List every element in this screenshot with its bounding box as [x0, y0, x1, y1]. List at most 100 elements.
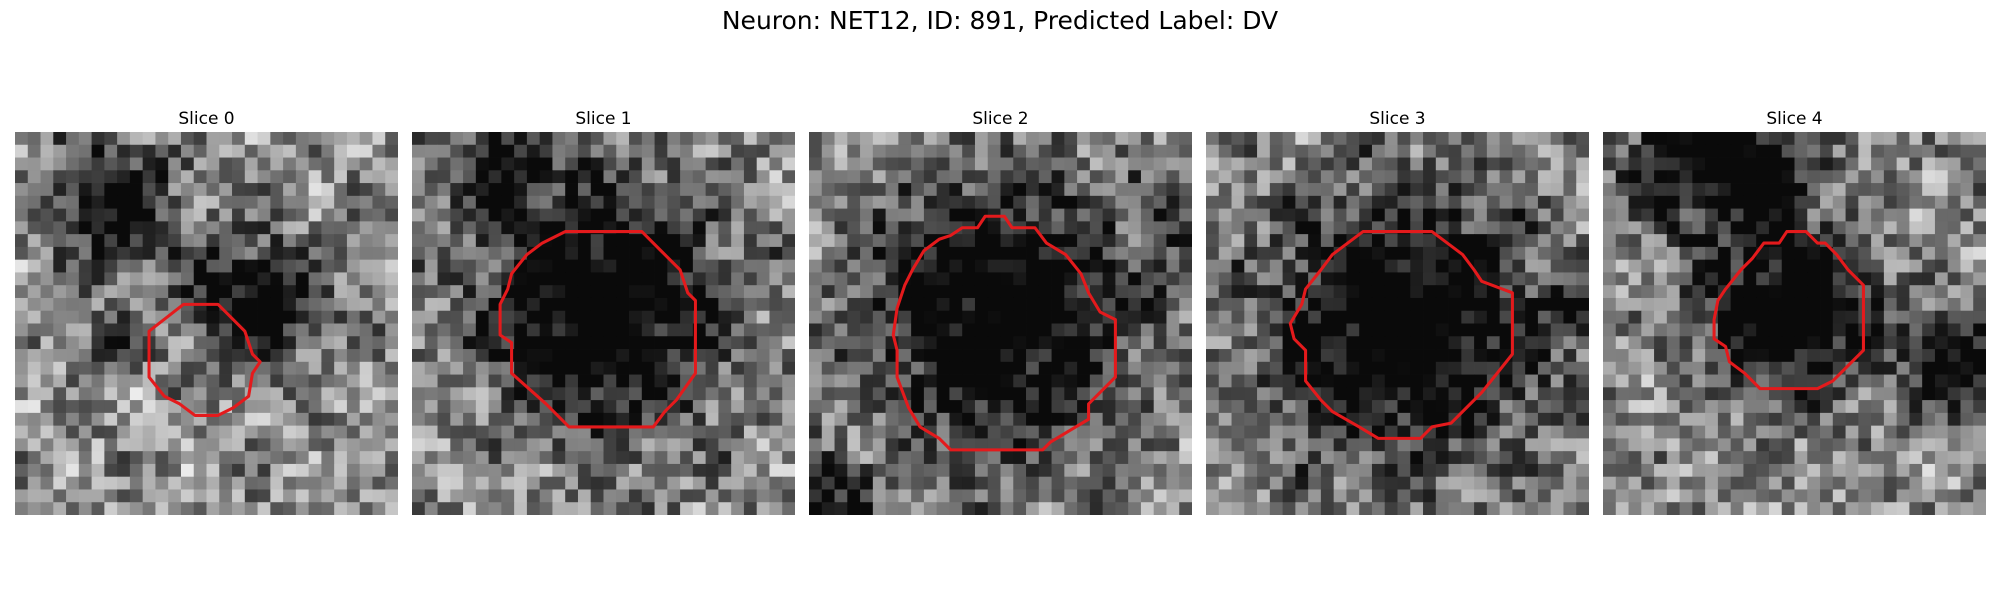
- pixel-cell: [809, 387, 823, 401]
- pixel-cell: [91, 438, 105, 452]
- pixel-cell: [847, 272, 861, 286]
- pixel-cell: [1615, 234, 1629, 248]
- pixel-cell: [1499, 272, 1513, 286]
- pixel-cell: [1807, 400, 1821, 414]
- pixel-cell: [821, 361, 835, 375]
- pixel-cell: [974, 183, 989, 197]
- pixel-cell: [1947, 476, 1961, 490]
- pixel-cell: [1525, 285, 1539, 299]
- pixel-cell: [1641, 412, 1655, 427]
- pixel-cell: [1973, 234, 1986, 248]
- pixel-cell: [1166, 489, 1180, 503]
- pixel-cell: [654, 349, 668, 363]
- pixel-cell: [629, 183, 643, 197]
- slice-panel-4: Slice 4: [1603, 108, 1986, 515]
- pixel-cell: [1576, 438, 1589, 452]
- pixel-cell: [1448, 463, 1462, 478]
- pixel-cell: [1512, 400, 1526, 414]
- pixel-cell: [346, 208, 361, 222]
- pixel-cell: [539, 132, 553, 146]
- pixel-cell: [53, 195, 67, 209]
- pixel-cell: [193, 425, 207, 439]
- pixel-cell: [1435, 221, 1449, 235]
- pixel-cell: [1947, 400, 1961, 414]
- pixel-cell: [1679, 451, 1693, 465]
- pixel-cell: [1756, 183, 1770, 197]
- pixel-cell: [1550, 195, 1564, 209]
- pixel-cell: [1692, 323, 1706, 337]
- pixel-cell: [501, 374, 515, 388]
- pixel-cell: [1461, 425, 1475, 439]
- pixel-cell: [1448, 451, 1462, 465]
- pixel-cell: [1102, 451, 1116, 465]
- pixel-cell: [1512, 234, 1526, 248]
- pixel-cell: [1244, 170, 1258, 184]
- pixel-cell: [526, 310, 541, 324]
- pixel-cell: [450, 157, 464, 171]
- pixel-cell: [1603, 463, 1617, 478]
- pixel-cell: [1140, 221, 1155, 235]
- pixel-cell: [1499, 476, 1513, 490]
- pixel-cell: [923, 400, 938, 414]
- pixel-cell: [15, 476, 29, 490]
- pixel-cell: [53, 246, 67, 261]
- pixel-cell: [809, 374, 823, 388]
- pixel-cell: [129, 144, 144, 158]
- pixel-cell: [718, 195, 732, 209]
- pixel-cell: [1218, 349, 1232, 363]
- pixel-cell: [809, 310, 823, 324]
- pixel-cell: [692, 374, 707, 388]
- pixel-cell: [860, 246, 874, 261]
- pixel-cell: [412, 412, 426, 427]
- pixel-cell: [834, 221, 848, 235]
- pixel-cell: [705, 272, 719, 286]
- pixel-cell: [1346, 476, 1360, 490]
- pixel-cell: [321, 234, 335, 248]
- pixel-cell: [514, 323, 528, 337]
- pixel-cell: [91, 221, 105, 235]
- pixel-cell: [27, 451, 41, 465]
- pixel-cell: [1257, 144, 1271, 158]
- pixel-cell: [1692, 310, 1706, 324]
- pixel-cell: [1282, 489, 1296, 503]
- pixel-cell: [1282, 132, 1296, 146]
- pixel-cell: [1179, 234, 1192, 248]
- pixel-cell: [590, 438, 604, 452]
- pixel-cell: [1781, 463, 1795, 478]
- pixel-cell: [1166, 425, 1180, 439]
- pixel-cell: [860, 157, 874, 171]
- pixel-cell: [1371, 361, 1386, 375]
- pixel-cell: [1883, 297, 1898, 312]
- pixel-cell: [308, 451, 322, 465]
- pixel-cell: [1909, 400, 1923, 414]
- pixel-cell: [743, 183, 758, 197]
- pixel-cell: [359, 183, 373, 197]
- pixel-cell: [1820, 349, 1834, 363]
- pixel-cell: [539, 425, 553, 439]
- pixel-cell: [1756, 157, 1770, 171]
- pixel-cell: [129, 349, 144, 363]
- pixel-cell: [91, 451, 105, 465]
- pixel-cell: [168, 195, 182, 209]
- pixel-cell: [1179, 374, 1192, 388]
- pixel-cell: [155, 259, 169, 273]
- pixel-cell: [860, 502, 874, 515]
- pixel-cell: [756, 208, 770, 222]
- pixel-cell: [257, 438, 271, 452]
- pixel-cell: [193, 463, 207, 478]
- pixel-cell: [1244, 451, 1258, 465]
- pixel-cell: [270, 374, 284, 388]
- pixel-cell: [1448, 132, 1462, 146]
- pixel-cell: [1679, 272, 1693, 286]
- pixel-cell: [424, 323, 438, 337]
- pixel-cell: [155, 208, 169, 222]
- pixel-cell: [731, 132, 745, 146]
- pixel-cell: [1269, 157, 1283, 171]
- pixel-cell: [129, 195, 144, 209]
- pixel-cell: [385, 400, 398, 414]
- pixel-cell: [1102, 463, 1116, 478]
- pixel-cell: [1410, 374, 1424, 388]
- pixel-cell: [295, 336, 310, 350]
- pixel-cell: [40, 208, 54, 222]
- pixel-cell: [1525, 234, 1539, 248]
